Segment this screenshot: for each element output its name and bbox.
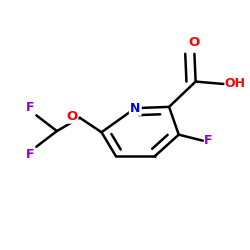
Text: N: N <box>130 102 140 114</box>
Text: O: O <box>67 110 78 123</box>
Text: OH: OH <box>224 78 246 90</box>
Text: O: O <box>189 36 200 49</box>
Text: F: F <box>26 101 34 114</box>
Text: F: F <box>26 148 34 161</box>
Text: F: F <box>204 134 213 147</box>
